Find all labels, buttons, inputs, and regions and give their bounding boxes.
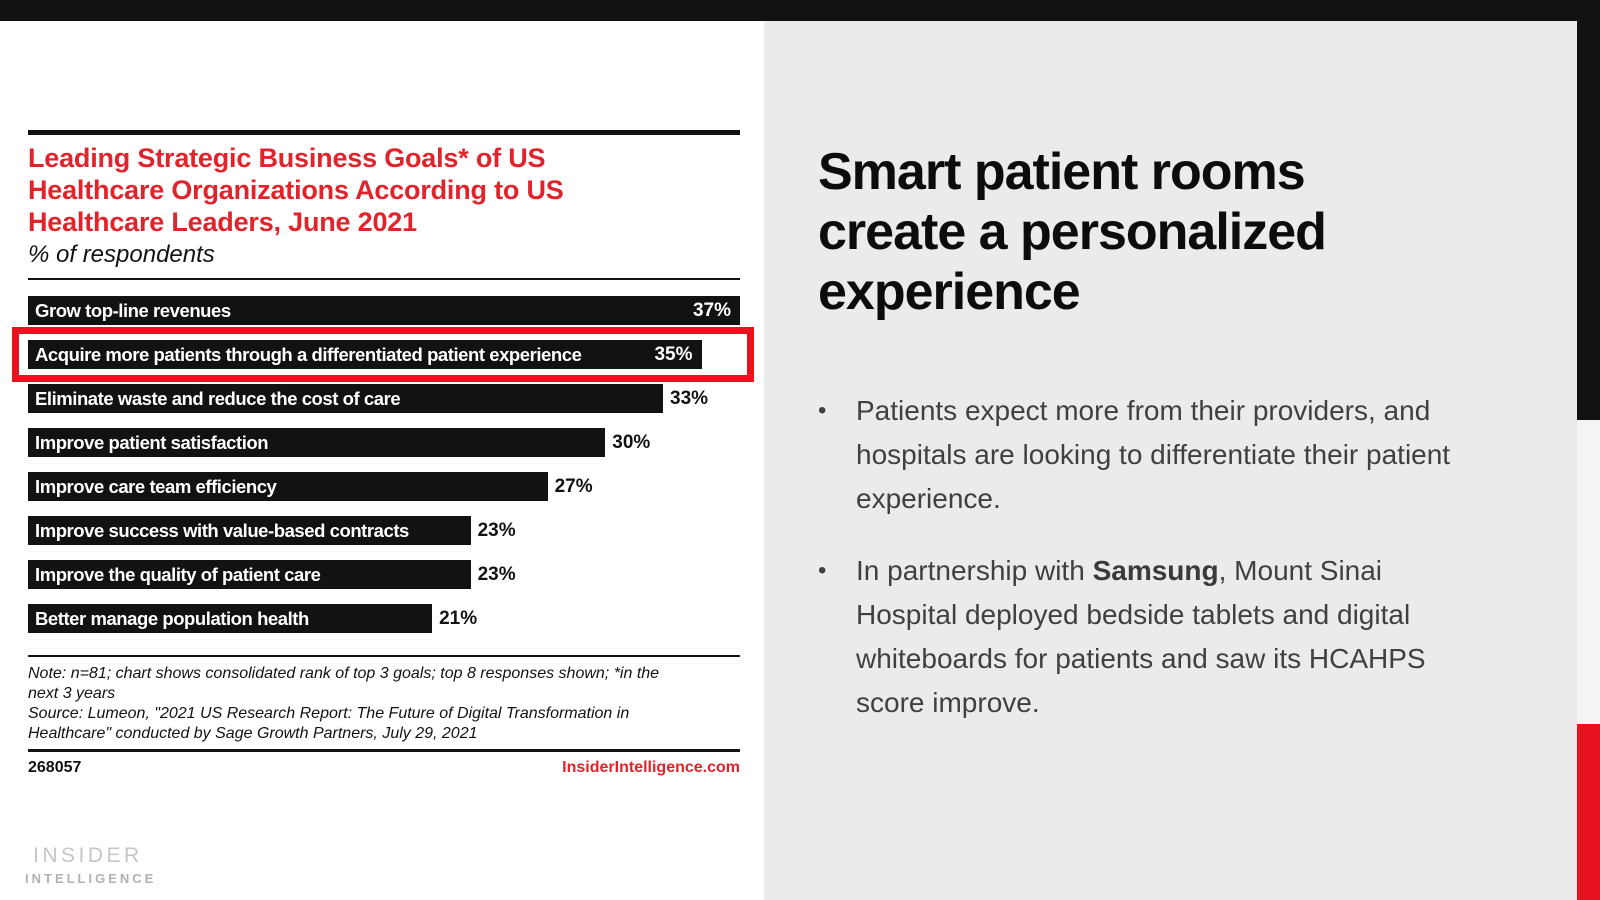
chart-note-block: Note: n=81; chart shows consolidated ran… — [28, 664, 678, 744]
chart-bar: Improve the quality of patient care — [28, 560, 471, 589]
edge-strip-red — [1577, 724, 1600, 900]
bar-category-label: Eliminate waste and reduce the cost of c… — [35, 387, 401, 409]
logo-intelligence-text: INTELLIGENCE — [25, 871, 157, 886]
insider-intelligence-link: InsiderIntelligence.com — [562, 759, 740, 776]
rule-above-footer — [28, 749, 740, 752]
chart-title-line: Healthcare Leaders, June 2021 — [28, 207, 417, 237]
bullet-plain-text: Hospital deployed bedside tablets and di… — [856, 599, 1411, 630]
chart-subtitle: % of respondents — [28, 241, 215, 268]
chart-bar: Better manage population health — [28, 604, 433, 633]
right-edge-strip — [1577, 0, 1600, 900]
logo-insider-text: INSIDER — [33, 844, 143, 867]
chart-footer: 268057 InsiderIntelligence.com — [28, 759, 740, 777]
bar-value: 21% — [439, 608, 478, 629]
bar-category-label: Grow top-line revenues — [35, 299, 231, 321]
bullet-text: In partnership with Samsung, Mount Sinai… — [856, 549, 1426, 725]
rule-below-subtitle — [28, 278, 740, 280]
chart-bar-row: Improve care team efficiency 27% — [28, 472, 740, 501]
chart-source: Source: Lumeon, "2021 US Research Report… — [28, 705, 630, 742]
rule-above-title — [28, 130, 740, 135]
bullet-plain-text: In partnership with — [856, 555, 1093, 586]
chart-bar-row: Eliminate waste and reduce the cost of c… — [28, 384, 740, 413]
bullet-marker: • — [818, 397, 827, 424]
right-text-panel: Smart patient rooms create a personalize… — [764, 21, 1577, 900]
bar-value: 37% — [692, 299, 731, 321]
bullet-item: • In partnership with Samsung, Mount Sina… — [818, 549, 1508, 725]
bullet-line: hospitals are looking to differentiate t… — [856, 433, 1450, 477]
bar-value: 27% — [554, 476, 593, 497]
bullet-text: Patients expect more from their provider… — [856, 389, 1450, 521]
highlight-box — [12, 327, 754, 382]
bullet-plain-text: Patients expect more from their provider… — [856, 395, 1431, 426]
bullet-item: • Patients expect more from their provide… — [818, 389, 1508, 521]
bar-category-label: Acquire more patients through a differen… — [35, 343, 582, 365]
bar-rows: Grow top-line revenues 37% Acquire more pa… — [12, 296, 754, 633]
bullet-plain-text: whiteboards for patients and saw its HCA… — [856, 643, 1426, 674]
bar-value: 35% — [654, 343, 693, 365]
edge-strip-light — [1577, 420, 1600, 724]
bullet-line: experience. — [856, 477, 1450, 521]
chart-bar-row: Improve success with value-based contrac… — [28, 516, 740, 545]
chart-bar: Improve care team efficiency — [28, 472, 548, 501]
chart-id: 268057 — [28, 759, 82, 776]
chart-bar: Grow top-line revenues 37% — [28, 296, 740, 325]
chart-bar: Improve success with value-based contrac… — [28, 516, 471, 545]
bullet-bold-text: Samsung — [1092, 555, 1219, 586]
bullet-plain-text: , Mount Sinai — [1218, 555, 1383, 586]
chart-title: Leading Strategic Business Goals* of US H… — [28, 142, 740, 238]
bullet-marker: • — [818, 557, 827, 584]
chart-bar: Acquire more patients through a differen… — [28, 340, 702, 369]
bar-category-label: Improve patient satisfaction — [35, 431, 269, 453]
bar-value: 33% — [670, 388, 709, 409]
chart-title-line: Healthcare Organizations According to US — [28, 175, 564, 205]
bar-value: 30% — [612, 432, 651, 453]
bar-category-label: Improve success with value-based contrac… — [35, 519, 409, 541]
edge-strip-black — [1577, 0, 1600, 420]
chart-note: Note: n=81; chart shows consolidated ran… — [28, 665, 660, 702]
bullet-line: Hospital deployed bedside tablets and di… — [856, 593, 1426, 637]
bullet-line: whiteboards for patients and saw its HCA… — [856, 637, 1426, 681]
bar-category-label: Better manage population health — [35, 607, 309, 629]
bar-value: 23% — [477, 520, 516, 541]
chart-bar-row: Grow top-line revenues 37% — [28, 296, 740, 325]
bar-category-label: Improve the quality of patient care — [35, 563, 321, 585]
chart-bar-row: Acquire more patients through a differen… — [12, 327, 754, 382]
bar-category-label: Improve care team efficiency — [35, 475, 277, 497]
chart-bar: Eliminate waste and reduce the cost of c… — [28, 384, 664, 413]
bullet-line: In partnership with Samsung, Mount Sinai — [856, 549, 1426, 593]
slide-heading: Smart patient rooms create a personalize… — [818, 143, 1327, 321]
bullet-list: • Patients expect more from their provide… — [818, 389, 1508, 753]
bar-chart: Leading Strategic Business Goals* of US H… — [12, 130, 754, 777]
chart-bar-row: Improve the quality of patient care 23% — [28, 560, 740, 589]
insider-intelligence-logo: INSIDER INTELLIGENCE — [25, 844, 156, 886]
bullet-plain-text: experience. — [856, 483, 1001, 514]
chart-bar: Improve patient satisfaction — [28, 428, 606, 457]
bullet-plain-text: score improve. — [856, 687, 1040, 718]
chart-bar-row: Improve patient satisfaction 30% — [28, 428, 740, 457]
bullet-plain-text: hospitals are looking to differentiate t… — [856, 439, 1451, 470]
bar-value: 23% — [477, 564, 516, 585]
top-accent-bar — [0, 0, 1600, 21]
chart-title-line: Leading Strategic Business Goals* of US — [28, 143, 546, 173]
bullet-line: Patients expect more from their provider… — [856, 389, 1450, 433]
rule-above-note — [28, 655, 740, 657]
bullet-line: score improve. — [856, 681, 1426, 725]
chart-bar-row: Better manage population health 21% — [28, 604, 740, 633]
